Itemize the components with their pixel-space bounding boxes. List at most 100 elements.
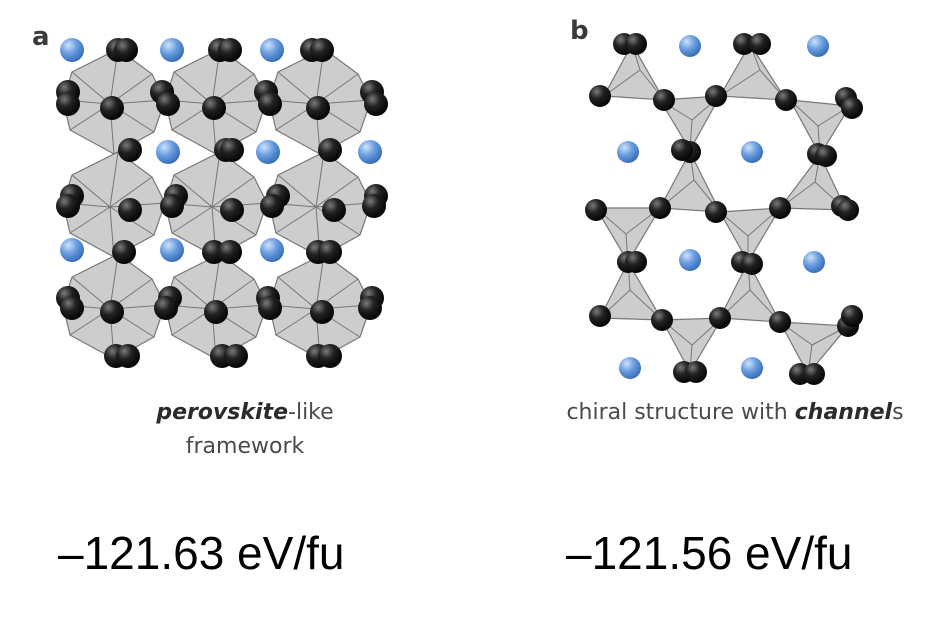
anion-atom [310, 300, 334, 324]
caption-text-line2: framework [185, 434, 305, 459]
anion-atom [769, 197, 791, 219]
anion-atom [318, 344, 342, 368]
polyhedron-edge [71, 174, 111, 208]
anion-atom [224, 344, 248, 368]
anion-atom [310, 38, 334, 62]
anion-atom [322, 198, 346, 222]
cation-atom [358, 140, 382, 164]
cation-atom [160, 238, 184, 262]
anion-atom [358, 296, 382, 320]
panel-label-b: b [570, 16, 589, 46]
caption-text: chiral structure with [566, 400, 795, 425]
cation-atom [60, 38, 84, 62]
anion-atom [841, 97, 863, 119]
anion-atom [204, 300, 228, 324]
cation-atom [617, 141, 639, 163]
anion-atom [653, 89, 675, 111]
polyhedron-edge [171, 206, 213, 234]
cation-atom [260, 38, 284, 62]
anion-atom [218, 240, 242, 264]
caption-text: -like [288, 400, 334, 425]
anion-atom [56, 194, 80, 218]
polyhedron-edge [315, 253, 325, 310]
cation-atom [156, 140, 180, 164]
cation-atom [741, 357, 763, 379]
anion-atom [775, 89, 797, 111]
anion-atom [156, 92, 180, 116]
anion-atom [769, 311, 791, 333]
polyhedron-edge [173, 276, 213, 310]
anion-atom [585, 199, 607, 221]
cation-atom [679, 249, 701, 271]
tetrahedron [718, 42, 788, 101]
anion-atom [220, 198, 244, 222]
caption-bold-term: perovskite [156, 400, 289, 425]
tetrahedron [659, 150, 722, 213]
polyhedron-edge [275, 308, 317, 336]
anion-atom [625, 251, 647, 273]
anion-atom [100, 96, 124, 120]
anion-atom [651, 309, 673, 331]
anion-atom [749, 33, 771, 55]
anion-atom [306, 96, 330, 120]
anion-atom [154, 296, 178, 320]
anion-atom [100, 300, 124, 324]
anion-atom [671, 139, 693, 161]
anion-atom [705, 85, 727, 107]
cation-atom [679, 35, 701, 57]
anion-atom [260, 194, 284, 218]
panel-label-a: a [32, 22, 50, 52]
anion-atom [220, 138, 244, 162]
cation-atom [256, 140, 280, 164]
cation-atom [619, 357, 641, 379]
polyhedron-edge [69, 206, 111, 234]
polyhedron-edge [109, 253, 119, 310]
anion-atom [202, 96, 226, 120]
anion-atom [258, 296, 282, 320]
cation-atom [60, 238, 84, 262]
anion-atom [841, 305, 863, 327]
polyhedron-edge [109, 176, 153, 208]
anion-atom [803, 363, 825, 385]
tetrahedron [719, 260, 782, 323]
polyhedron-edge [211, 176, 255, 208]
energy-value-b: –121.56 eV/fu [566, 527, 853, 579]
anion-atom [815, 145, 837, 167]
anion-atom [318, 240, 342, 264]
anion-atom [364, 92, 388, 116]
anion-atom [116, 344, 140, 368]
caption-perovskite-framework: perovskite-like framework [100, 396, 390, 464]
anion-atom [733, 33, 755, 55]
cation-atom [741, 141, 763, 163]
anion-atom [589, 305, 611, 327]
chiral-channel-structure [585, 33, 863, 385]
perovskite-framework-structure [56, 38, 388, 368]
anion-atom [160, 194, 184, 218]
anion-atom [837, 199, 859, 221]
caption-chiral-structure: chiral structure with channels [540, 396, 930, 430]
polyhedron-edge [71, 71, 111, 105]
anion-atom [318, 138, 342, 162]
caption-bold-term: channel [794, 400, 893, 425]
polyhedron-edge [275, 206, 317, 234]
polyhedron-edge [211, 151, 221, 208]
polyhedron-edge [277, 174, 317, 208]
cation-atom [160, 38, 184, 62]
anion-atom [56, 92, 80, 116]
anion-atom [625, 33, 647, 55]
anion-atom [589, 85, 611, 107]
anion-atom [705, 201, 727, 223]
anion-atom [258, 92, 282, 116]
cation-atom [803, 251, 825, 273]
polyhedron-edge [173, 71, 213, 105]
polyhedron-edge [173, 174, 213, 208]
anion-atom [60, 296, 84, 320]
anion-atom [112, 240, 136, 264]
anion-atom [362, 194, 386, 218]
polyhedron-edge [277, 276, 317, 310]
anion-atom [741, 253, 763, 275]
anion-atom [685, 361, 707, 383]
cation-atom [807, 35, 829, 57]
anion-atom [118, 198, 142, 222]
